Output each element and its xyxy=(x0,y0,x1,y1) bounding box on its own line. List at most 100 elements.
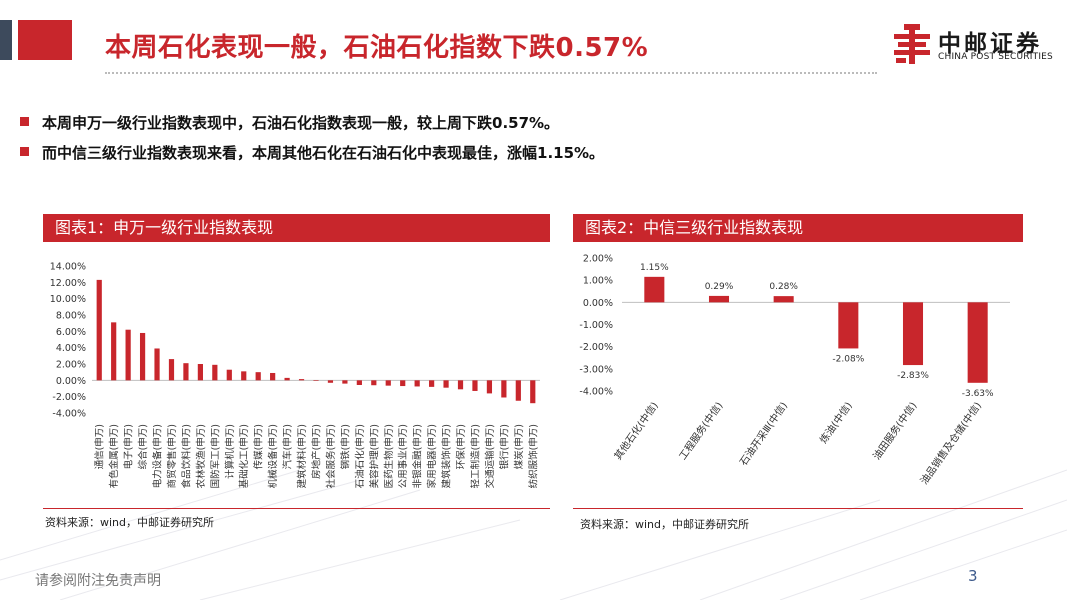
x-category-label: 建筑材料(申万) xyxy=(296,424,308,488)
left-chart-title: 图表1：申万一级行业指数表现 xyxy=(43,214,550,242)
y-tick-label: -1.00% xyxy=(579,320,613,331)
x-category-label: 建筑装饰(申万) xyxy=(441,424,453,488)
bullet-square-icon xyxy=(20,147,29,156)
x-category-label: 环保(申万) xyxy=(455,424,467,469)
bar xyxy=(644,276,665,303)
bullet-text: 本周申万一级行业指数表现中，石油石化指数表现一般，较上周下跌0.57%。 xyxy=(42,114,560,132)
data-label: -3.63% xyxy=(962,389,994,399)
bar xyxy=(472,380,478,391)
x-category-label: 食品饮料(申万) xyxy=(180,424,192,488)
data-label: -2.83% xyxy=(897,371,929,381)
y-tick-label: 2.00% xyxy=(56,360,86,371)
x-category-label: 石油开采Ⅲ(中信) xyxy=(737,399,791,468)
y-tick-label: 8.00% xyxy=(56,311,86,322)
bar xyxy=(902,302,924,366)
bar xyxy=(197,364,203,381)
right-chart-title: 图表2：中信三级行业指数表现 xyxy=(573,214,1023,242)
y-tick-label: 10.00% xyxy=(50,294,86,305)
left-chart-bottom-rule xyxy=(43,508,550,509)
x-category-label: 家用电器(申万) xyxy=(426,424,438,488)
x-category-label: 美容护理(申万) xyxy=(368,424,380,488)
bar xyxy=(838,302,859,349)
bar xyxy=(400,380,406,387)
header-accent-red xyxy=(18,20,72,60)
y-tick-label: 4.00% xyxy=(56,343,86,354)
page-title: 本周石化表现一般，石油石化指数下跌0.57% xyxy=(105,33,649,63)
x-category-label: 工程服务(中信) xyxy=(676,399,726,462)
bar xyxy=(183,363,189,381)
x-category-label: 国防军工(申万) xyxy=(209,424,221,488)
x-category-label: 纺织服饰(申万) xyxy=(527,424,539,488)
x-category-label: 有色金属(申万) xyxy=(108,424,120,488)
bar xyxy=(284,377,290,381)
bar xyxy=(967,302,988,383)
bar xyxy=(457,380,464,390)
bar xyxy=(414,380,420,387)
logo-chinese-name: 中邮证券 xyxy=(938,31,1042,57)
company-logo: 中邮证券 CHINA POST SECURITIES xyxy=(890,22,1060,68)
data-label: 1.15% xyxy=(640,263,669,273)
x-category-label: 油田服务(中信) xyxy=(870,399,920,462)
y-tick-label: -2.00% xyxy=(579,342,613,353)
x-category-label: 房地产(申万) xyxy=(311,424,323,479)
x-category-label: 电力设备(申万) xyxy=(152,424,164,488)
x-category-label: 商贸零售(申万) xyxy=(166,424,178,488)
chart-citic-industry: 2.00% 1.00% 0.00% -1.00% -2.00% -3.00% -4.00% 1… xyxy=(579,254,1010,487)
bar xyxy=(125,329,131,381)
right-chart-source: 资料来源：wind，中邮证券研究所 xyxy=(580,518,750,531)
y-tick-label: 12.00% xyxy=(50,278,86,289)
y-tick-label: 0.00% xyxy=(56,376,86,387)
bar xyxy=(385,380,391,386)
x-category-label: 其他石化(中信) xyxy=(611,399,661,462)
data-label: -2.08% xyxy=(832,354,864,364)
bar xyxy=(298,379,305,381)
x-category-label: 计算机(申万) xyxy=(224,424,236,479)
bar xyxy=(443,380,449,388)
bullet-square-icon xyxy=(20,117,29,126)
bar xyxy=(327,380,334,383)
bar xyxy=(486,380,493,394)
bar xyxy=(255,372,261,381)
x-category-label: 公用事业(申万) xyxy=(397,424,409,488)
x-category-label: 基础化工(申万) xyxy=(238,424,250,488)
x-category-label: 非银金融(申万) xyxy=(412,424,424,488)
y-tick-label: -2.00% xyxy=(52,392,86,403)
bar xyxy=(530,380,536,404)
y-tick-label: -4.00% xyxy=(579,387,613,398)
bar xyxy=(371,380,377,386)
x-category-label: 社会服务(申万) xyxy=(325,424,337,488)
bar xyxy=(241,371,247,381)
title-divider xyxy=(105,72,877,74)
x-category-label: 医药生物(申万) xyxy=(383,424,395,488)
y-tick-label: 2.00% xyxy=(583,254,613,265)
logo-english-name: CHINA POST SECURITIES xyxy=(938,52,1053,62)
bullet-text: 而中信三级行业指数表现来看，本周其他石化在石油石化中表现最佳，涨幅1.15%。 xyxy=(42,144,605,162)
y-tick-label: 6.00% xyxy=(56,327,86,338)
bar xyxy=(270,372,276,381)
bar xyxy=(168,359,175,381)
x-category-label: 综合(申万) xyxy=(137,424,149,469)
y-tick-label: 0.00% xyxy=(583,298,613,309)
right-chart-bottom-rule xyxy=(573,508,1023,509)
footer-disclaimer: 请参阅附注免责声明 xyxy=(35,573,161,589)
bar xyxy=(501,380,507,398)
bar xyxy=(342,380,348,384)
bar xyxy=(708,295,730,303)
page-number: 3 xyxy=(968,567,978,585)
x-category-label: 传媒(申万) xyxy=(253,424,265,469)
x-category-label: 交通运输(申万) xyxy=(484,424,496,488)
bar xyxy=(96,279,102,381)
x-category-label: 油品销售及仓储(中信) xyxy=(917,399,984,487)
bar xyxy=(154,348,160,381)
bar xyxy=(111,322,117,381)
bar xyxy=(515,380,521,401)
data-label: 0.29% xyxy=(705,282,734,292)
x-category-label: 银行(申万) xyxy=(498,424,510,469)
x-category-label: 轻工制造(申万) xyxy=(469,424,481,488)
y-tick-label: 14.00% xyxy=(50,262,86,273)
bar xyxy=(212,364,218,381)
china-post-logo-icon xyxy=(894,24,930,64)
x-category-label: 石油石化(申万) xyxy=(354,424,366,488)
bar xyxy=(429,380,435,387)
